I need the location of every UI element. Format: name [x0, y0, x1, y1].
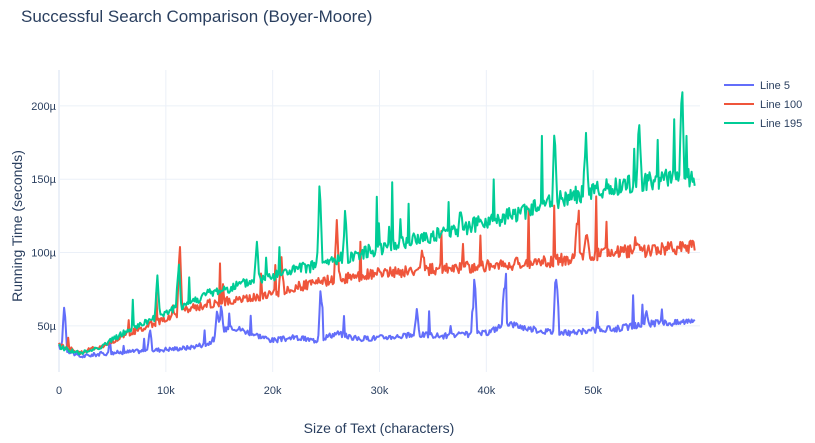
legend[interactable]: Line 5 Line 100 Line 195 [724, 80, 802, 130]
series-line-3 [58, 91, 696, 356]
x-tick-label: 0 [56, 385, 62, 397]
legend-item[interactable]: Line 100 [724, 99, 802, 111]
x-tick-label: 40k [477, 385, 495, 397]
legend-label: Line 195 [760, 118, 802, 130]
tick-layer: 0 10k 20k 30k 40k 50k 50µ 100µ 150µ 200µ [31, 101, 602, 397]
x-axis-title: Size of Text (characters) [304, 420, 455, 436]
legend-label: Line 100 [760, 99, 802, 111]
series-line-2 [58, 195, 696, 355]
legend-label: Line 5 [760, 80, 790, 92]
x-tick-label: 50k [584, 385, 602, 397]
legend-item[interactable]: Line 195 [724, 118, 802, 130]
y-axis-title: Running Time (seconds) [9, 150, 25, 302]
x-tick-label: 10k [157, 385, 175, 397]
legend-item[interactable]: Line 5 [724, 80, 790, 92]
series-layer [58, 91, 696, 359]
y-tick-label: 200µ [31, 101, 56, 113]
x-tick-label: 30k [371, 385, 389, 397]
y-tick-label: 100µ [31, 248, 56, 260]
y-tick-label: 50µ [37, 321, 56, 333]
y-tick-label: 150µ [31, 174, 56, 186]
chart-title: Successful Search Comparison (Boyer-Moor… [21, 7, 372, 26]
x-tick-label: 20k [264, 385, 282, 397]
series-line-1 [58, 272, 696, 359]
